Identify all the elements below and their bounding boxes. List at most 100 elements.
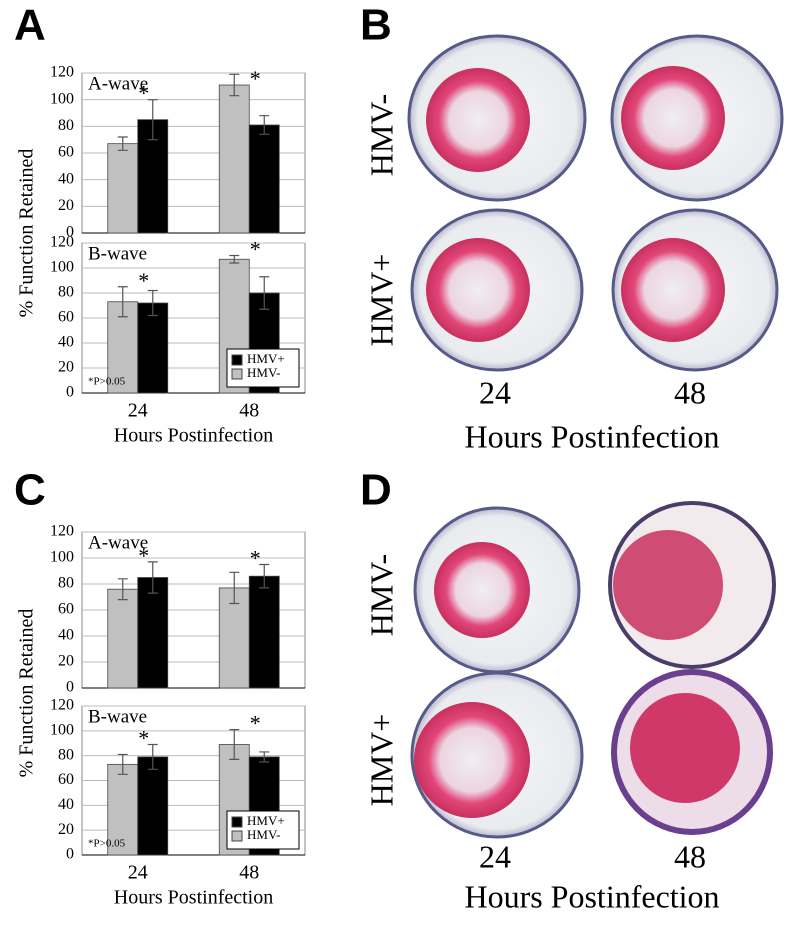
legend-swatch [231, 354, 243, 366]
error-bar [229, 728, 240, 760]
panel-letter: C [14, 466, 46, 515]
row-label: HMV+ [363, 254, 399, 347]
error-bar [229, 73, 240, 97]
error-bar [259, 276, 270, 310]
row-label: HMV+ [363, 714, 399, 807]
panel-letter: D [360, 466, 392, 515]
x-tick-label: 48 [239, 862, 259, 884]
significance-marker: * [250, 66, 261, 91]
histology-d: HMV- HMV+ 24 48 Hours Postinfection [363, 501, 776, 914]
bar [137, 756, 169, 856]
chart-title: A-wave [88, 73, 148, 94]
y-tick-label: 80 [58, 117, 74, 134]
eye-image [410, 208, 584, 372]
eye-image [608, 501, 776, 669]
significance-marker: * [138, 268, 149, 293]
eye-image [611, 669, 773, 835]
y-tick-label: 20 [58, 653, 74, 670]
y-tick-label: 40 [58, 796, 74, 813]
error-bar [117, 286, 128, 318]
y-tick-label: 100 [50, 549, 74, 566]
significance-marker: * [250, 546, 261, 571]
y-tick-label: 120 [50, 234, 74, 251]
error-bar [147, 561, 158, 594]
panel-letter: A [14, 1, 46, 50]
error-bar [117, 136, 128, 151]
bar [248, 575, 280, 689]
y-tick-label: 0 [66, 384, 74, 401]
significance-marker: * [138, 726, 149, 751]
eye-image [610, 34, 784, 202]
significance-marker: * [250, 237, 261, 262]
x-tick-label: 24 [128, 400, 148, 422]
error-bar [117, 753, 128, 775]
row-label: HMV- [363, 554, 399, 636]
eye-image [611, 208, 779, 372]
chart-title: A-wave [88, 532, 148, 553]
y-tick-label: 100 [50, 722, 74, 739]
y-tick-label: 120 [50, 697, 74, 714]
y-tick-label: 60 [58, 144, 74, 161]
column-label: 48 [674, 374, 706, 410]
x-axis-label: Hours Postinfection [114, 887, 273, 909]
x-axis-label: Hours Postinfection [114, 425, 273, 447]
y-tick-label: 60 [58, 771, 74, 788]
y-axis-label: % Function Retained [16, 609, 38, 778]
y-tick-label: 80 [58, 284, 74, 301]
error-bar [229, 254, 240, 264]
footnote: *P>0.05 [88, 838, 126, 850]
y-tick-label: 80 [58, 575, 74, 592]
y-tick-label: 20 [58, 197, 74, 214]
legend-swatch [231, 368, 243, 380]
histology-b: HMV- HMV+ 24 48 Hours Postinfection [363, 34, 784, 454]
legend-label: HMV+ [247, 351, 285, 366]
y-tick-label: 0 [66, 224, 74, 241]
chart-title: B-wave [88, 243, 147, 264]
eye-image [410, 671, 584, 839]
row-label: HMV- [363, 94, 399, 176]
y-tick-label: 100 [50, 90, 74, 107]
bar [248, 124, 280, 234]
y-tick-label: 80 [58, 746, 74, 763]
error-bar [259, 563, 270, 589]
error-bar [259, 751, 270, 763]
x-tick-label: 48 [239, 400, 259, 422]
error-bar [117, 578, 128, 601]
x-tick-label: 24 [128, 862, 148, 884]
y-tick-label: 0 [66, 846, 74, 863]
legend-label: HMV+ [247, 813, 285, 828]
error-bar [147, 289, 158, 317]
chart-title: B-wave [88, 706, 147, 727]
legend-swatch [231, 830, 243, 842]
error-bar [147, 743, 158, 770]
bar [107, 763, 139, 856]
eye-image [413, 506, 581, 674]
significance-marker: * [138, 81, 149, 106]
y-tick-label: 40 [58, 627, 74, 644]
y-tick-label: 40 [58, 334, 74, 351]
y-tick-label: 20 [58, 359, 74, 376]
significance-marker: * [138, 543, 149, 568]
y-tick-label: 20 [58, 821, 74, 838]
x-axis-label: Hours Postinfection [464, 878, 719, 914]
error-bar [229, 571, 240, 605]
y-tick-label: 100 [50, 259, 74, 276]
y-tick-label: 0 [66, 679, 74, 696]
significance-marker: * [250, 711, 261, 736]
column-label: 48 [674, 838, 706, 874]
bar [107, 588, 139, 689]
y-tick-label: 60 [58, 309, 74, 326]
bar [137, 577, 169, 689]
y-tick-label: 60 [58, 601, 74, 618]
y-axis-label: % Function Retained [16, 149, 38, 318]
bar [218, 84, 250, 234]
panel-letter: B [360, 1, 392, 50]
legend-label: HMV- [247, 365, 280, 380]
eye-image [407, 34, 587, 202]
error-bar [259, 115, 270, 135]
x-axis-label: Hours Postinfection [464, 418, 719, 454]
legend-swatch [231, 816, 243, 828]
bar [107, 143, 139, 234]
column-label: 24 [479, 838, 511, 874]
